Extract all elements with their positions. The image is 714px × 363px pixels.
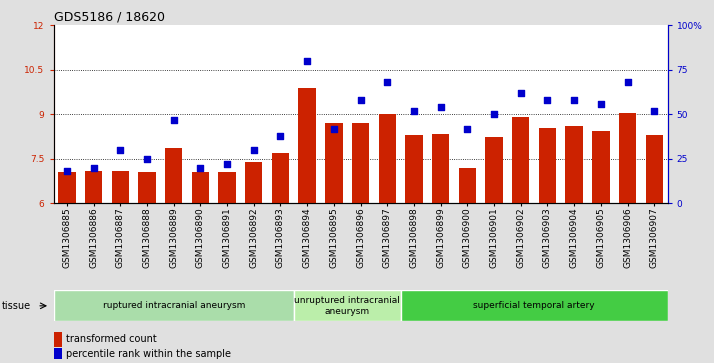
- Bar: [432, 134, 449, 203]
- Bar: [565, 126, 583, 203]
- Bar: [486, 136, 503, 203]
- Text: GDS5186 / 18620: GDS5186 / 18620: [54, 11, 164, 24]
- Bar: [111, 171, 129, 203]
- Text: superficial temporal artery: superficial temporal artery: [473, 301, 595, 310]
- Bar: [191, 172, 209, 203]
- Point: [275, 133, 286, 139]
- Point: [114, 147, 126, 153]
- Point: [141, 156, 153, 162]
- Bar: [294, 290, 401, 321]
- Point: [355, 97, 366, 103]
- Point: [648, 108, 660, 114]
- Bar: [54, 290, 294, 321]
- Point: [462, 126, 473, 131]
- Bar: [512, 117, 529, 203]
- Point: [408, 108, 420, 114]
- Point: [248, 147, 259, 153]
- Point: [328, 126, 340, 131]
- Point: [488, 111, 500, 117]
- Point: [435, 104, 446, 110]
- Bar: [325, 123, 343, 203]
- Text: tissue: tissue: [2, 301, 31, 311]
- Point: [542, 97, 553, 103]
- Point: [381, 79, 393, 85]
- Bar: [619, 113, 636, 203]
- Point: [595, 101, 607, 107]
- Bar: [139, 172, 156, 203]
- Bar: [272, 153, 289, 203]
- Text: ruptured intracranial aneurysm: ruptured intracranial aneurysm: [103, 301, 245, 310]
- Bar: [592, 131, 610, 203]
- Point: [195, 165, 206, 171]
- Bar: [401, 290, 668, 321]
- Point: [301, 58, 313, 64]
- Point: [515, 90, 526, 96]
- Bar: [539, 128, 556, 203]
- Bar: [245, 162, 263, 203]
- Point: [221, 161, 233, 167]
- Bar: [645, 135, 663, 203]
- Text: transformed count: transformed count: [66, 334, 157, 344]
- Bar: [458, 168, 476, 203]
- Bar: [85, 171, 102, 203]
- Point: [61, 168, 73, 174]
- Bar: [165, 148, 182, 203]
- Point: [168, 117, 179, 123]
- Point: [568, 97, 580, 103]
- Text: unruptured intracranial
aneurysm: unruptured intracranial aneurysm: [294, 296, 400, 315]
- Bar: [59, 172, 76, 203]
- Bar: [406, 135, 423, 203]
- Bar: [378, 114, 396, 203]
- Bar: [298, 87, 316, 203]
- Bar: [218, 172, 236, 203]
- Bar: [352, 123, 369, 203]
- Point: [622, 79, 633, 85]
- Text: percentile rank within the sample: percentile rank within the sample: [66, 349, 231, 359]
- Point: [88, 165, 99, 171]
